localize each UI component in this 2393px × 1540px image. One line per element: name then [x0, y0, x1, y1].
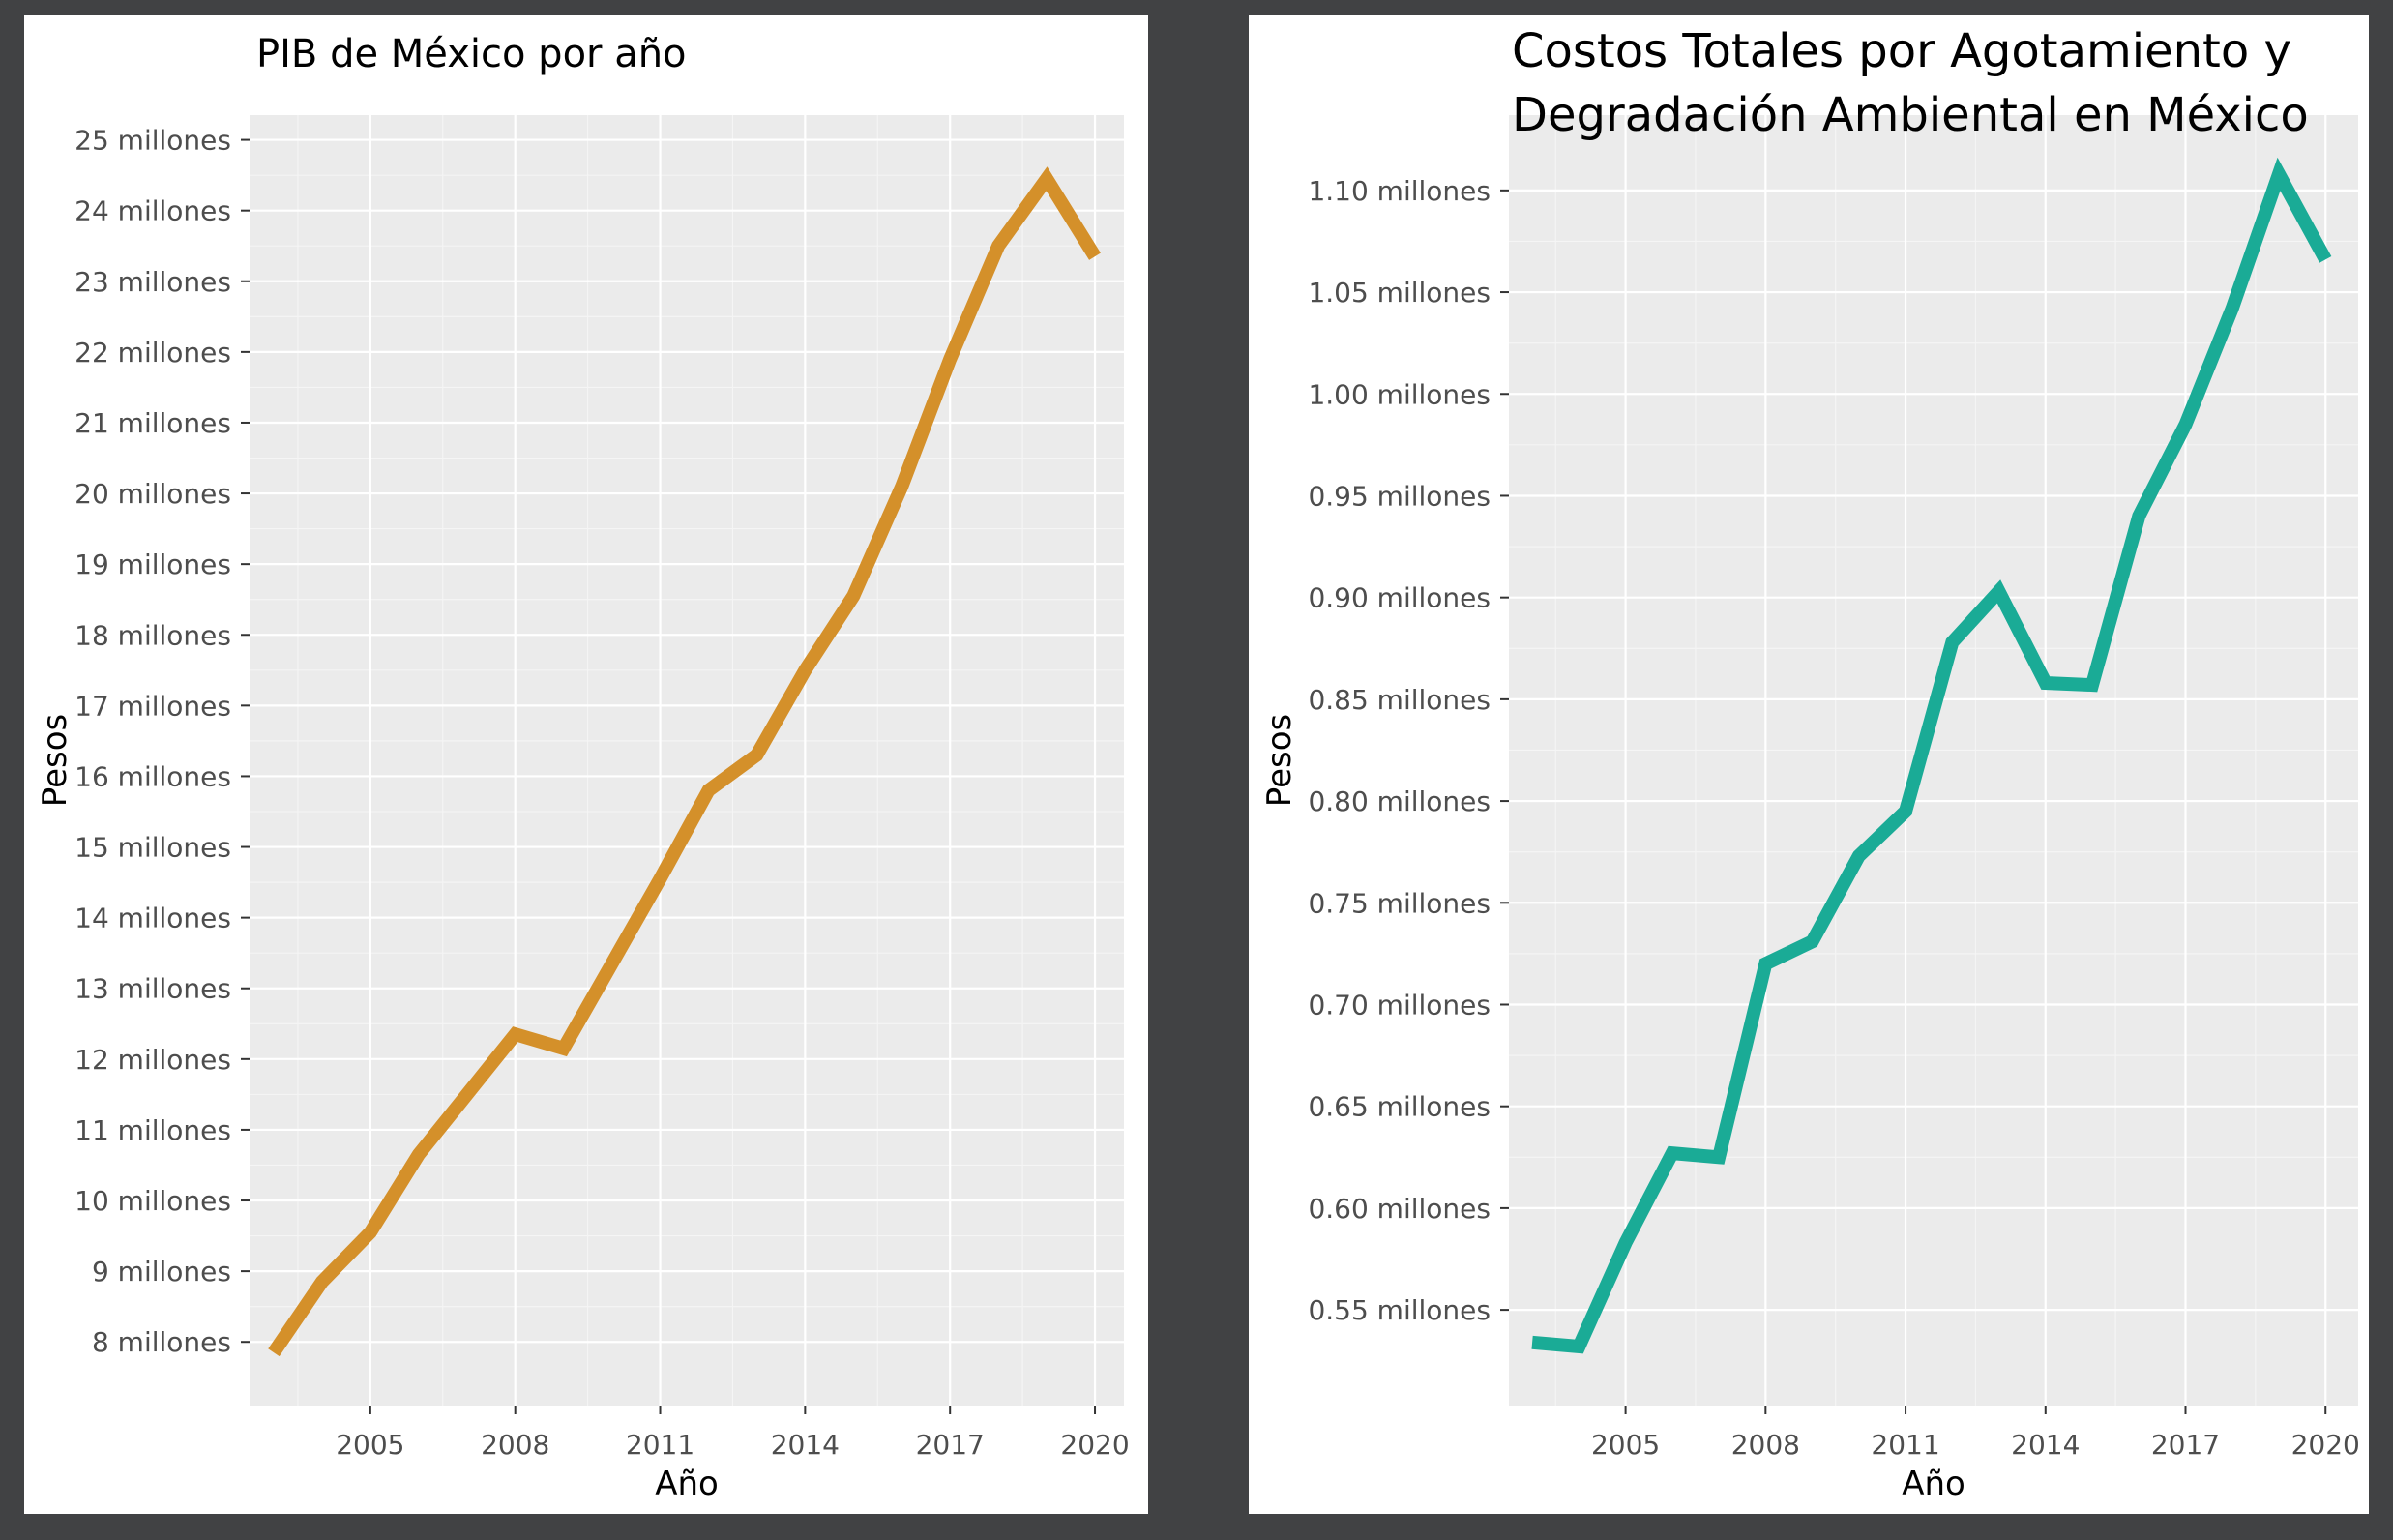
y-tick-label: 1.00 millones	[1308, 378, 1491, 410]
y-tick-label: 24 millones	[74, 195, 231, 227]
y-tick-label: 0.55 millones	[1308, 1294, 1491, 1326]
chart-panel-pib: 8 millones 9 millones 10 millones 11 millon…	[24, 15, 1148, 1514]
y-tick-label: 1.10 millones	[1308, 175, 1491, 207]
chart-panel-costos: 0.55 millones 0.60 millones 0.65 millones 0…	[1249, 15, 2369, 1514]
y-tick-label: 20 millones	[74, 478, 231, 510]
y-tick-label: 9 millones	[92, 1256, 231, 1288]
x-tick-label: 2011	[626, 1429, 694, 1461]
y-axis-title: Pesos	[1260, 714, 1299, 807]
y-tick-label: 17 millones	[74, 690, 231, 722]
y-tick-label: 11 millones	[74, 1114, 231, 1146]
y-tick-label: 1.05 millones	[1308, 277, 1491, 309]
y-tick-label: 0.95 millones	[1308, 480, 1491, 512]
pib-line-chart: 8 millones 9 millones 10 millones 11 millon…	[36, 32, 1130, 1503]
y-tick-label: 8 millones	[92, 1326, 231, 1358]
x-tick-label: 2017	[916, 1429, 985, 1461]
y-tick-label: 21 millones	[74, 407, 231, 439]
y-axis: 8 millones 9 millones 10 millones 11 millon…	[74, 125, 1124, 1358]
x-axis-title: Año	[1902, 1465, 1965, 1503]
x-tick-label: 2014	[2011, 1429, 2080, 1461]
x-tick-label: 2020	[2291, 1429, 2360, 1461]
y-tick-label: 0.90 millones	[1308, 582, 1491, 614]
x-axis: 2005 2008 2011 2014 2017 2020	[336, 115, 1130, 1461]
y-tick-label: 0.75 millones	[1308, 887, 1491, 919]
y-tick-label: 0.80 millones	[1308, 785, 1491, 817]
x-tick-label: 2017	[2151, 1429, 2220, 1461]
y-tick-label: 10 millones	[74, 1185, 231, 1217]
x-tick-label: 2008	[1731, 1429, 1800, 1461]
y-tick-label: 14 millones	[74, 903, 231, 934]
x-tick-label: 2020	[1060, 1429, 1129, 1461]
x-tick-label: 2014	[771, 1429, 840, 1461]
y-tick-label: 13 millones	[74, 973, 231, 1005]
y-tick-label: 18 millones	[74, 619, 231, 651]
y-axis-title: Pesos	[36, 714, 74, 807]
y-tick-label: 19 millones	[74, 548, 231, 580]
y-tick-label: 0.85 millones	[1308, 684, 1491, 716]
chart-title: Costos Totales por Agotamiento y	[1512, 24, 2291, 78]
x-axis-title: Año	[655, 1465, 719, 1503]
chart-title: PIB de México por año	[256, 32, 687, 76]
y-tick-label: 0.70 millones	[1308, 989, 1491, 1021]
y-tick-label: 22 millones	[74, 337, 231, 369]
x-axis: 2005 2008 2011 2014 2017 2020	[1591, 115, 2360, 1461]
minor-gridlines	[250, 115, 1124, 1406]
minor-gridlines	[1509, 115, 2358, 1406]
series-line	[268, 166, 1101, 1357]
costos-line-chart: 0.55 millones 0.60 millones 0.65 millones 0…	[1260, 24, 2360, 1503]
chart-title: Degradación Ambiental en México	[1512, 88, 2309, 142]
series-line	[1531, 157, 2332, 1354]
y-tick-label: 15 millones	[74, 832, 231, 864]
y-tick-label: 0.65 millones	[1308, 1091, 1491, 1123]
x-tick-label: 2005	[336, 1429, 404, 1461]
y-tick-label: 0.60 millones	[1308, 1193, 1491, 1225]
x-tick-label: 2008	[481, 1429, 549, 1461]
y-tick-label: 25 millones	[74, 125, 231, 157]
y-tick-label: 23 millones	[74, 266, 231, 298]
x-tick-label: 2011	[1871, 1429, 1939, 1461]
y-tick-label: 16 millones	[74, 760, 231, 792]
y-tick-label: 12 millones	[74, 1044, 231, 1076]
x-tick-label: 2005	[1591, 1429, 1660, 1461]
